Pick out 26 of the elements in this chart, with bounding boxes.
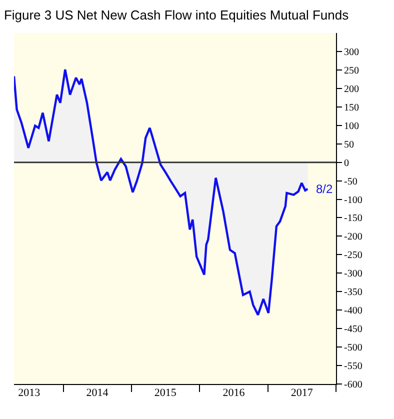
- y-tick-label: -400: [344, 306, 362, 317]
- y-tick-label: -450: [344, 324, 362, 336]
- x-tick-label: 2015: [154, 387, 177, 399]
- y-tick-label: -150: [344, 213, 362, 224]
- y-tick-label: 100: [344, 120, 359, 132]
- y-tick-label: 250: [344, 65, 359, 76]
- y-tick-label: 50: [344, 139, 354, 150]
- x-tick-label: 2016: [222, 387, 246, 399]
- y-tick-label: 150: [344, 102, 359, 114]
- y-tick-label: -250: [344, 250, 362, 262]
- x-tick-label: 2014: [86, 387, 109, 399]
- y-tick-label: -200: [344, 232, 362, 243]
- chart-title: Figure 3 US Net New Cash Flow into Equities Mutual Funds: [4, 8, 350, 23]
- y-tick-label: 300: [344, 46, 359, 58]
- y-tick-label: -100: [344, 194, 362, 206]
- y-tick-label: -50: [344, 176, 358, 188]
- annotation: 8/2: [316, 182, 334, 196]
- y-tick-label: -350: [344, 287, 362, 298]
- y-tick-label: -300: [344, 268, 362, 280]
- y-tick-label: -500: [344, 342, 362, 354]
- y-tick-label: -550: [344, 361, 362, 372]
- y-tick-label: 200: [344, 84, 359, 95]
- y-tick-label: -600: [344, 380, 362, 390]
- y-tick-label: 0: [344, 158, 349, 169]
- x-tick-label: 2017: [290, 387, 314, 399]
- x-tick-label: 2013: [18, 387, 41, 399]
